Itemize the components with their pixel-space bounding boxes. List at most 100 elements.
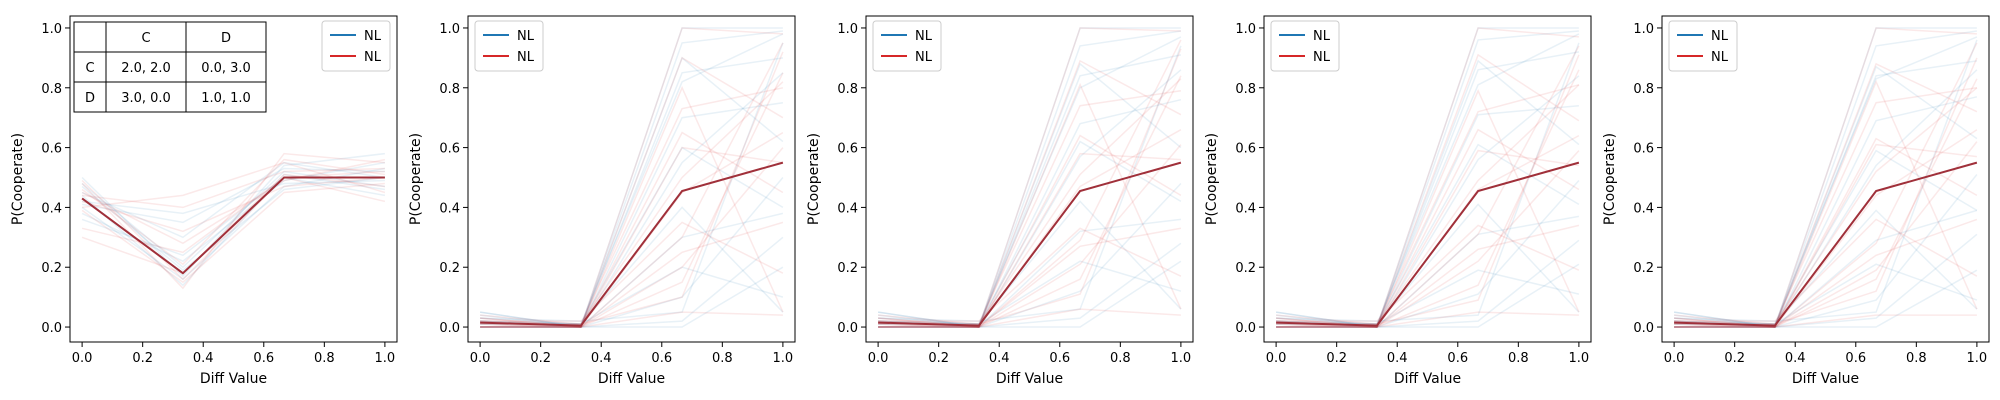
legend-label: NL [517,29,535,44]
y-tick-label: 0.0 [41,321,62,336]
series-line [1276,42,1580,322]
series-line [1276,149,1580,328]
y-tick-label: 1.0 [1633,22,1654,37]
series-line [480,87,784,325]
payoff-table-header: D [221,31,231,46]
x-tick-label: 0.8 [712,351,733,366]
series-line [878,182,1182,328]
series-line [480,146,784,328]
series-line [81,176,385,233]
series-line [1276,143,1580,325]
legend: NL NL [474,20,544,72]
legend-frame [872,20,942,72]
mean-line [480,161,784,327]
series-line [1275,27,1579,328]
series-line [1674,233,1978,328]
series-line [1276,224,1580,322]
payoff-table-cell: 0.0, 3.0 [201,61,251,76]
legend-frame [1270,20,1340,72]
axes-frame [1263,15,1592,343]
series-line [81,182,385,284]
legend: NL NL [321,20,391,72]
y-axis-label: P(Cooperate) [806,133,822,225]
series-line [878,39,1182,328]
legend-label: NL [1711,29,1729,44]
x-tick-label: 0.2 [530,351,551,366]
payoff-table: C DC 2.0, 2.0 0.0, 3.0D 3.0, 0.0 1.0, 1.0 [73,21,267,113]
y-tick-label: 1.0 [1235,22,1256,37]
x-tick-label: 0.2 [1326,351,1347,366]
series-line [1673,60,1978,328]
x-tick-label: 0.4 [1387,351,1408,366]
series-line [81,176,385,272]
y-tick-label: 0.0 [837,321,858,336]
x-tick-label: 0.0 [868,351,889,366]
axes-frame [1661,15,1990,343]
legend-label: NL [1711,50,1729,65]
series-line [1276,224,1580,328]
series-line [81,173,386,287]
series-line [1674,39,1978,322]
series-line [480,212,784,328]
x-tick-label: 1.0 [1967,351,1988,366]
series-line [81,173,385,275]
y-tick-label: 0.0 [1633,321,1654,336]
series-line [1674,69,1978,328]
series-line [480,85,784,328]
x-tick-label: 0.2 [1724,351,1745,366]
series-line [480,221,784,322]
x-tick-label: 1.0 [1171,351,1192,366]
series-line [878,82,1182,328]
series-line [1674,87,1978,325]
y-tick-label: 0.8 [837,82,858,97]
payoff-table-header: C [141,31,150,46]
series-line [1674,78,1978,328]
series-line [480,236,784,328]
series-line [878,36,1182,325]
series-line [1674,57,1978,325]
series-line [81,158,386,266]
series-line [878,69,1182,328]
series-line [1276,311,1579,328]
series-line [1276,75,1580,328]
x-tick-label: 0.8 [1906,351,1927,366]
x-tick-label: 0.4 [193,351,214,366]
x-tick-label: 0.0 [470,351,491,366]
x-tick-label: 0.6 [1447,351,1468,366]
x-tick-label: 1.0 [773,351,794,366]
series-line [1276,180,1580,328]
series-line [1276,263,1580,328]
chart-panel-4: 0.0 0.2 0.4 0.6 0.8 1.0 0.0 0.2 0.4 0.6 0.8 1.0 Diff… [1204,15,1592,387]
series-line [1276,88,1580,328]
series-line [81,170,385,281]
x-axis-label: Diff Value [200,371,267,387]
series-line [81,176,386,257]
payoff-table-cell: 3.0, 0.0 [121,91,171,106]
legend-label: NL [364,29,382,44]
legend-label: NL [364,50,382,65]
series-line [878,59,1182,328]
payoff-table-cell: 2.0, 2.0 [121,61,171,76]
series-line [1674,42,1978,328]
series-line [1276,45,1580,328]
series-line [878,200,1182,325]
series-line [878,134,1182,328]
series-line [1674,314,1977,328]
y-tick-label: 0.6 [1633,142,1654,157]
series-line [1674,79,1978,328]
series-line [1276,128,1580,328]
series-line [81,152,385,278]
series-line [1276,84,1580,328]
y-tick-label: 0.4 [41,201,62,216]
chart-panel-5: 0.0 0.2 0.4 0.6 0.8 1.0 0.0 0.2 0.4 0.6 0.8 1.0 Diff… [1602,15,1990,387]
y-tick-label: 0.0 [1235,321,1256,336]
series-line [1276,59,1580,328]
y-tick-label: 0.8 [1235,82,1256,97]
series-line [1276,84,1580,325]
series-line [878,62,1182,328]
y-tick-label: 0.6 [439,142,460,157]
series-line [480,72,784,328]
chart-panel-3: 0.0 0.2 0.4 0.6 0.8 1.0 0.0 0.2 0.4 0.6 0.8 1.0 Diff… [806,15,1194,387]
series-line [1276,215,1580,328]
series-line [878,90,1182,325]
